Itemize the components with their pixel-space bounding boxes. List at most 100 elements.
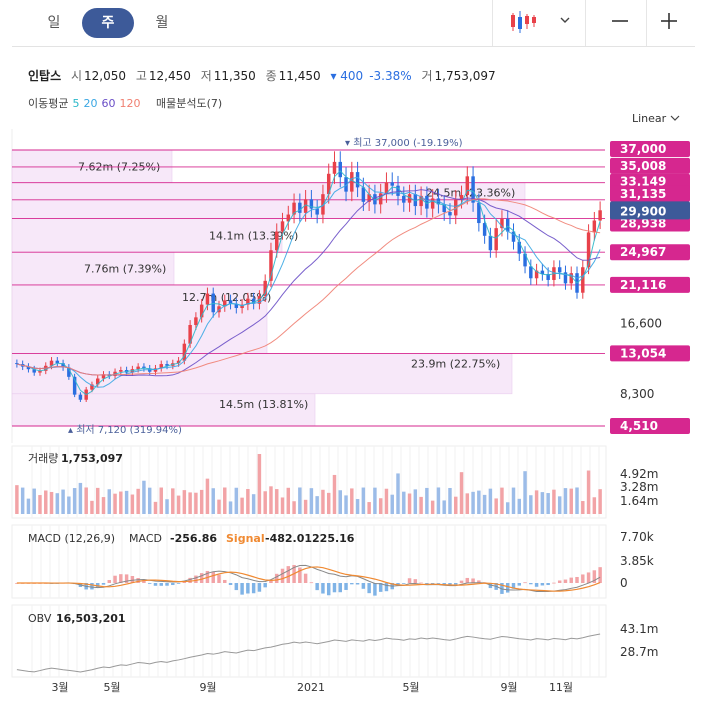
volume-bar: [84, 487, 88, 514]
candle-body: [95, 378, 100, 385]
macd-histogram-bar: [234, 583, 239, 591]
candle-body: [26, 366, 31, 370]
chart-type-button[interactable]: [493, 0, 585, 46]
scale-mode-label: Linear: [632, 112, 667, 125]
macd-histogram-bar: [130, 575, 135, 583]
macd-histogram-bar: [176, 583, 181, 584]
volume-bar: [575, 487, 579, 514]
candle-body: [459, 195, 464, 200]
volume-bar: [211, 488, 215, 514]
macd-histogram-bar: [263, 583, 267, 588]
candle-body: [465, 176, 470, 196]
current-price-badge: [610, 201, 690, 220]
ma-120: 120: [119, 97, 141, 110]
candle-body: [90, 384, 94, 390]
macd-line: [16, 564, 601, 593]
level-badge-label: 28,938: [620, 216, 666, 230]
volume-bar: [72, 488, 77, 514]
level-badge: [610, 345, 690, 362]
macd-histogram-bar: [309, 582, 314, 584]
macd-histogram-bar: [211, 571, 215, 583]
macd-histogram-bar: [396, 583, 400, 586]
volume-bar: [55, 493, 60, 514]
volume-bar: [592, 497, 597, 514]
volume-bar: [384, 488, 389, 514]
volume-bar: [257, 454, 262, 514]
volume-bar: [500, 487, 504, 514]
candle-body: [292, 202, 296, 215]
macd-histogram-bar: [194, 575, 198, 583]
macd-histogram-bar: [228, 583, 233, 585]
candle-body: [413, 194, 418, 207]
zoom-in-button[interactable]: [647, 0, 707, 46]
candle-body: [488, 235, 493, 251]
macd-histogram-bar: [367, 583, 371, 594]
volume-bar: [153, 501, 158, 514]
macd-histogram-bar: [454, 583, 458, 585]
volume-bar: [471, 491, 475, 514]
candle-body: [67, 367, 71, 377]
candle-body: [303, 199, 308, 213]
candle-body: [384, 182, 389, 194]
tab-month[interactable]: 월: [155, 15, 169, 31]
level-badge-label: 13,054: [620, 346, 666, 360]
candle-body: [228, 300, 233, 304]
volume-bar: [321, 489, 325, 514]
plus-icon: [661, 13, 677, 29]
macd-histogram-bar: [240, 583, 244, 595]
macd-tick-label: 3.85k: [620, 554, 654, 568]
volume-bar: [529, 495, 533, 514]
volume-bar: [465, 493, 470, 514]
macd-histogram-bar: [546, 583, 550, 586]
volume-bar: [38, 495, 42, 514]
obv-line: [16, 633, 601, 673]
candle-body: [176, 360, 181, 364]
chevron-down-icon: [670, 115, 680, 121]
macd-histogram-bar: [505, 583, 510, 593]
volume-bar: [309, 488, 314, 514]
macd-histogram-bar: [350, 583, 354, 585]
macd-label: MACD: [129, 532, 162, 545]
volume-bar: [563, 488, 568, 514]
macd-histogram-bar: [153, 583, 158, 586]
volume-bar: [95, 487, 100, 514]
volume-bar: [396, 473, 400, 514]
x-axis-label: 5월: [103, 681, 120, 694]
ma-5: 5: [72, 97, 80, 110]
volume-bar: [15, 485, 19, 514]
macd-histogram-bar: [557, 580, 562, 583]
level-badge: [610, 418, 690, 434]
volume-bar: [119, 491, 123, 514]
volume-bar: [511, 487, 516, 514]
candle-body: [563, 272, 568, 284]
volume-bar: [402, 491, 406, 514]
candle-body: [15, 363, 19, 365]
macd-histogram-bar: [419, 582, 423, 584]
tab-day[interactable]: 일: [47, 15, 61, 31]
high-label: 고: [135, 69, 147, 83]
candle-body: [540, 270, 545, 275]
level-badge-label: 35,008: [620, 159, 666, 173]
x-axis-label: 9월: [500, 681, 517, 694]
zoom-out-button[interactable]: [586, 0, 646, 46]
x-axis-label: 3월: [51, 681, 68, 694]
macd-histogram-bar: [223, 579, 227, 583]
macd-histogram-bar: [563, 579, 568, 583]
macd-histogram-bar: [142, 579, 146, 583]
volume-bar: [142, 480, 146, 514]
volume-bar: [355, 499, 360, 514]
macd-histogram-bar: [315, 583, 319, 591]
macd-histogram-bar: [124, 574, 129, 583]
volume-profile-band: [11, 218, 283, 253]
obv-value: 16,503,201: [56, 612, 126, 625]
volume-bar: [494, 498, 498, 514]
candle-body: [165, 364, 169, 366]
candle-body: [373, 194, 377, 205]
macd-histogram-bar: [188, 577, 192, 583]
tab-week[interactable]: 주: [82, 8, 134, 38]
volume-bar: [419, 496, 423, 514]
macd-histogram-bar: [448, 583, 452, 585]
indicator-legend[interactable]: 이동평균 5 20 60 120 매물분석도(7): [28, 95, 226, 111]
volume-bar: [413, 489, 418, 514]
